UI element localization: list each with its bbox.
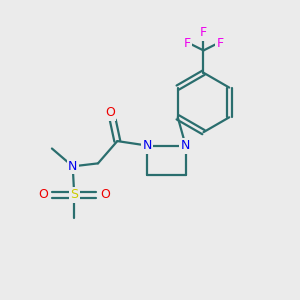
Text: N: N [142, 139, 152, 152]
Text: O: O [105, 106, 115, 119]
Text: F: F [216, 37, 224, 50]
Text: S: S [70, 188, 78, 201]
Text: O: O [100, 188, 110, 201]
Text: F: F [200, 26, 207, 39]
Text: F: F [184, 37, 191, 50]
Text: N: N [181, 139, 190, 152]
Text: O: O [39, 188, 49, 201]
Text: N: N [68, 160, 77, 173]
